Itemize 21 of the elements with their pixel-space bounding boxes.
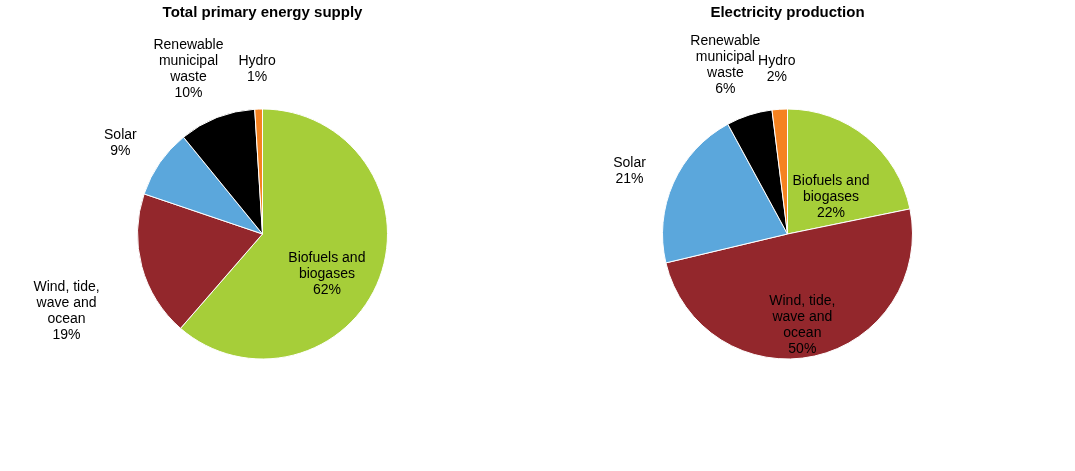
chart-title: Electricity production	[710, 3, 865, 20]
data-label: 22%	[816, 203, 845, 220]
slice-label: Wind, tide, wave and ocean	[769, 292, 836, 341]
data-label: 9%	[110, 142, 131, 159]
slice-label: Hydro	[758, 52, 796, 69]
slice-label: Biofuels and biogases	[792, 171, 870, 204]
data-label: 19%	[52, 326, 81, 343]
data-label: 62%	[312, 281, 341, 298]
slice-label: Renewable municipal waste	[153, 35, 224, 84]
slice-label: Solar	[104, 126, 138, 143]
data-label: 1%	[247, 68, 268, 85]
data-label: 10%	[174, 83, 203, 100]
slice-label: Hydro	[238, 52, 276, 69]
slice-label: Solar	[613, 154, 647, 171]
data-label: 2%	[766, 68, 787, 85]
slice-label: Wind, tide, wave and ocean	[33, 278, 100, 327]
data-label: 50%	[788, 340, 817, 357]
slice-label: Biofuels and biogases	[288, 249, 366, 282]
chart-title: Total primary energy supply	[162, 3, 364, 20]
data-label: 21%	[615, 170, 644, 187]
data-label: 6%	[715, 79, 736, 96]
